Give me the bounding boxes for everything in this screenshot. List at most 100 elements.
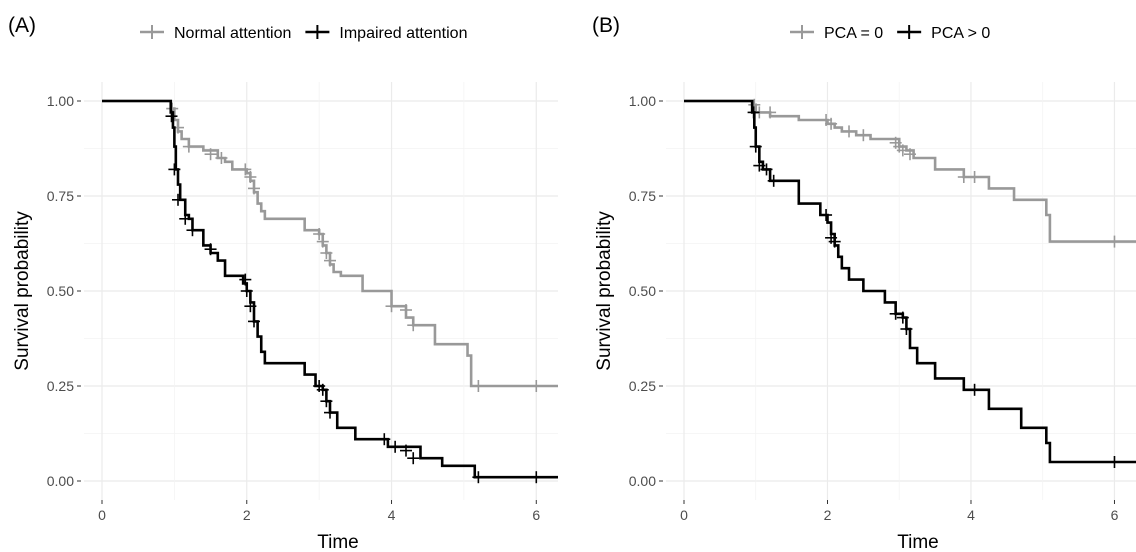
censor-mark	[900, 323, 913, 335]
survival-curve	[684, 99, 1136, 243]
censor-mark	[244, 300, 257, 313]
series-0	[684, 98, 1136, 248]
panel-label: (A)	[8, 14, 36, 37]
y-axis-title: Survival probability	[12, 211, 33, 371]
censor-mark	[530, 471, 543, 484]
y-tick-label: 0.00	[629, 473, 656, 489]
x-axis-title: Time	[317, 532, 359, 552]
censor-mark	[825, 117, 838, 130]
censor-mark	[313, 228, 326, 240]
y-tick-label: 1.00	[629, 93, 656, 109]
censor-mark	[407, 452, 420, 465]
y-tick-label: 1.00	[47, 93, 74, 109]
grid	[666, 82, 1136, 500]
censor-mark	[767, 174, 780, 187]
legend-label: PCA = 0	[824, 25, 883, 42]
x-axis-title: Time	[897, 532, 939, 552]
x-tick-label: 0	[680, 507, 688, 523]
series-0	[102, 99, 558, 392]
survival-curve	[684, 99, 1136, 464]
censor-mark	[389, 440, 402, 453]
censor-mark	[530, 380, 543, 392]
censor-mark	[172, 193, 184, 206]
legend-label: Impaired attention	[339, 25, 467, 42]
series-1	[684, 99, 1136, 468]
censor-mark	[179, 212, 192, 225]
censor-mark	[239, 163, 252, 176]
legend-item: Impaired attention	[305, 25, 467, 42]
y-tick-label: 0.25	[629, 378, 656, 394]
y-axis-title: Survival probability	[594, 211, 615, 371]
censor-mark	[749, 140, 762, 153]
y-tick-label: 0.00	[47, 473, 74, 489]
legend: PCA = 0 PCA > 0	[790, 25, 990, 42]
censor-mark	[244, 171, 257, 183]
censor-mark	[843, 125, 856, 138]
censor-mark	[904, 148, 916, 161]
y-tick-label: 0.75	[47, 188, 74, 204]
censor-mark	[407, 319, 420, 332]
panel-a: 0.00 0.25 0.50 0.75 1.00 0 2 4 6 Time Survival pro…	[8, 14, 558, 552]
censor-mark	[320, 395, 333, 408]
censor-mark	[968, 383, 981, 396]
legend-item: PCA = 0	[790, 25, 883, 42]
censor-mark	[316, 235, 329, 248]
censor-mark	[385, 300, 398, 313]
censor-mark	[896, 311, 909, 324]
y-tick-label: 0.50	[47, 283, 74, 299]
censor-mark	[472, 380, 485, 392]
censor-mark	[378, 433, 391, 446]
legend-label: Normal attention	[174, 25, 291, 42]
panel-b: 0.00 0.25 0.50 0.75 1.00 0 2 4 6 Time Survival pro…	[592, 14, 1136, 552]
series-1	[102, 99, 558, 484]
x-tick-label: 4	[388, 507, 396, 523]
censor-mark	[828, 235, 841, 248]
censor-mark	[168, 163, 181, 176]
censor-mark	[215, 152, 228, 164]
censor-mark	[240, 285, 253, 297]
censor-mark	[165, 110, 178, 123]
censor-mark	[400, 304, 412, 316]
censor-mark	[320, 247, 333, 259]
censor-mark	[182, 140, 195, 153]
censor-mark	[248, 182, 260, 195]
legend-label: PCA > 0	[931, 25, 990, 42]
panel-label: (B)	[592, 14, 620, 37]
x-tick-label: 6	[1111, 507, 1119, 523]
censor-mark	[324, 406, 336, 419]
censor-mark	[316, 383, 329, 396]
censor-mark	[747, 106, 760, 119]
x-tick-label: 6	[532, 507, 540, 523]
survival-curve	[102, 99, 558, 479]
censor-mark	[760, 163, 773, 176]
grid	[84, 82, 558, 500]
legend-item: Normal attention	[140, 25, 291, 42]
censor-mark	[400, 444, 412, 457]
y-tick-label: 0.50	[629, 283, 656, 299]
y-tick-label: 0.75	[629, 188, 656, 204]
censor-mark	[1108, 456, 1121, 468]
censor-mark	[248, 315, 260, 328]
censor-mark	[968, 171, 981, 183]
censor-mark	[204, 243, 217, 256]
x-tick-label: 2	[243, 507, 251, 523]
x-tick-label: 4	[967, 507, 975, 523]
y-tick-label: 0.25	[47, 378, 74, 394]
censor-mark	[204, 148, 217, 161]
censor-mark	[472, 471, 485, 484]
x-tick-label: 2	[824, 507, 832, 523]
legend-item: PCA > 0	[897, 25, 990, 42]
censor-mark	[896, 144, 909, 157]
censor-mark	[186, 224, 199, 237]
censor-mark	[857, 129, 870, 142]
legend: Normal attention Impaired attention	[140, 25, 467, 42]
censor-mark	[764, 106, 777, 119]
censor-mark	[889, 307, 902, 320]
censor-mark	[957, 171, 970, 183]
censor-mark	[753, 159, 766, 172]
censor-mark	[1108, 235, 1121, 248]
censor-mark	[820, 209, 833, 221]
censor-mark	[239, 273, 252, 286]
censor-mark	[324, 254, 336, 267]
